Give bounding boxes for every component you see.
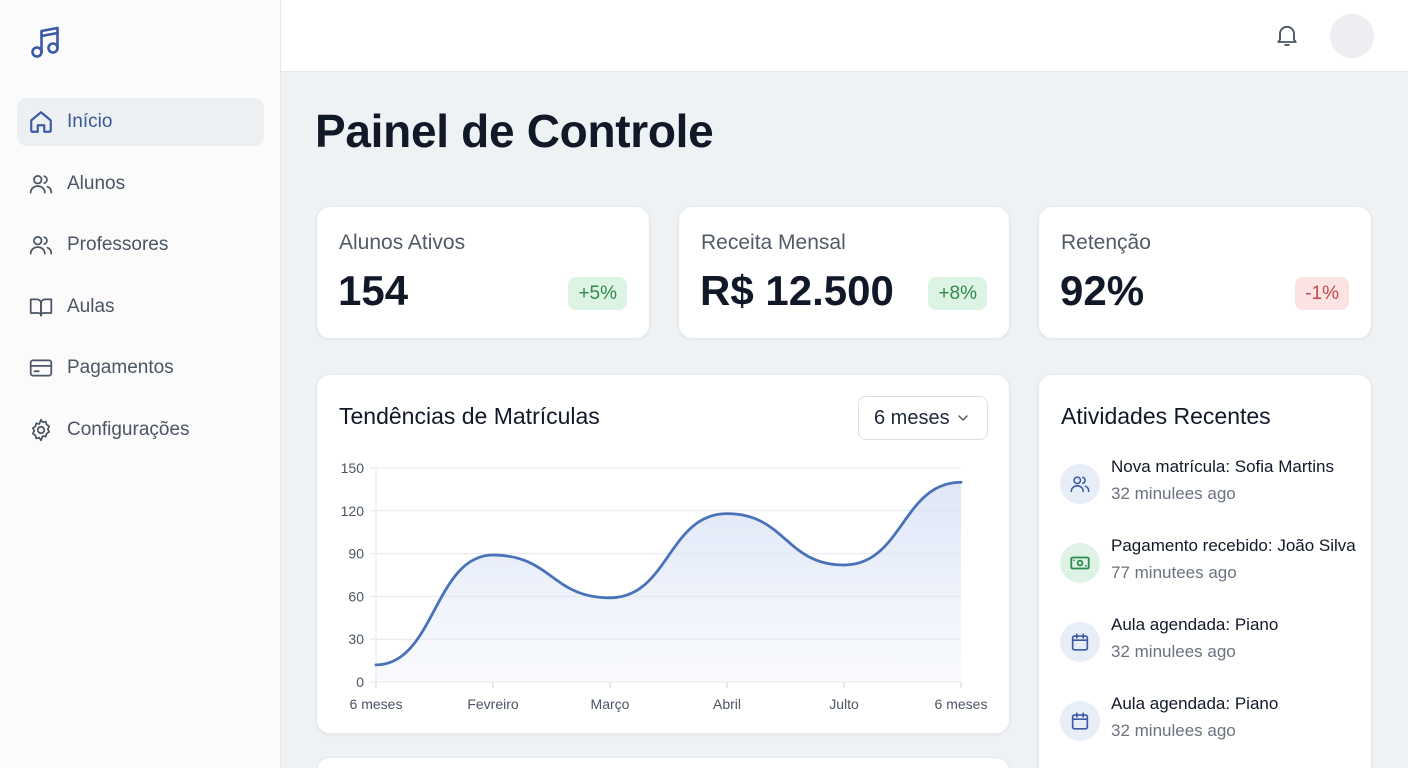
credit-card-icon (28, 355, 54, 381)
bottom-card (316, 757, 1010, 768)
activity-text: Pagamento recebido: João Silva (1111, 536, 1356, 555)
sidebar-item-inicio[interactable]: Início (17, 98, 264, 146)
svg-text:6 meses: 6 meses (935, 696, 988, 712)
svg-text:30: 30 (348, 631, 364, 647)
range-select[interactable]: 6 meses (858, 396, 988, 440)
activity-text: Nova matrícula: Sofia Martins (1111, 457, 1334, 476)
activity-item[interactable]: Nova matrícula: Sofia Martins 32 minulee… (1060, 457, 1370, 524)
stat-label: Alunos Ativos (339, 231, 466, 254)
avatar[interactable] (1330, 14, 1374, 58)
activity-title: Atividades Recentes (1061, 403, 1271, 429)
stat-card-receita-mensal: Receita Mensal R$ 12.500 +8% (678, 206, 1010, 339)
topbar (281, 0, 1408, 72)
change-badge: +5% (568, 277, 627, 310)
sidebar-item-label: Alunos (67, 172, 126, 194)
sidebar-item-label: Pagamentos (67, 357, 174, 378)
stat-label: Retenção (1061, 231, 1151, 254)
activity-text: Aula agendada: Piano (1111, 615, 1279, 634)
activity-item[interactable]: Pagamento recebido: João Silva 77 minute… (1060, 536, 1370, 603)
sidebar-item-pagamentos[interactable]: Pagamentos (17, 344, 264, 392)
sidebar-item-label: Início (67, 111, 113, 132)
activity-item[interactable]: Aula agendada: Piano 32 minulees ago (1060, 615, 1370, 682)
svg-text:6 meses: 6 meses (350, 696, 403, 712)
music-note-icon[interactable] (28, 24, 64, 60)
sidebar-item-label: Professores (67, 234, 169, 255)
recent-activity-card: Atividades Recentes Nova matrícula: Sofi… (1038, 374, 1372, 768)
activity-text: Aula agendada: Piano (1111, 694, 1279, 713)
sidebar-item-aulas[interactable]: Aulas (17, 283, 264, 331)
svg-text:Março: Março (591, 696, 630, 712)
stat-label: Receita Mensal (701, 231, 846, 254)
activity-time: 32 minulees ago (1111, 642, 1236, 661)
change-badge: -1% (1295, 277, 1349, 310)
svg-text:0: 0 (356, 674, 364, 690)
book-icon (28, 294, 54, 320)
svg-text:60: 60 (348, 588, 364, 604)
svg-text:Abril: Abril (713, 696, 741, 712)
calendar-icon (1060, 701, 1100, 741)
stat-card-alunos-ativos: Alunos Ativos 154 +5% (316, 206, 650, 339)
stat-card-retencao: Retenção 92% -1% (1038, 206, 1372, 339)
activity-time: 32 minulees ago (1111, 484, 1236, 503)
svg-text:150: 150 (341, 460, 365, 476)
chevron-down-icon (958, 415, 968, 421)
enrollment-trends-card: Tendências de Matrículas 6 meses 0 30 60 90… (316, 374, 1010, 734)
home-icon (28, 109, 54, 135)
sidebar-item-configuracoes[interactable]: Configurações (17, 406, 264, 454)
bell-icon[interactable] (1273, 21, 1301, 49)
page-title: Painel de Controle (315, 105, 714, 157)
range-select-value: 6 meses (874, 406, 950, 429)
sidebar-item-professores[interactable]: Professores (17, 221, 264, 269)
activity-item[interactable]: Aula agendada: Piano 32 minulees ago (1060, 694, 1370, 761)
sidebar-item-label: Configurações (67, 418, 190, 440)
stat-value: R$ 12.500 (700, 267, 894, 314)
sidebar: Início Alunos Professores Aulas Pagament… (0, 0, 281, 768)
calendar-icon (1060, 622, 1100, 662)
chart-title: Tendências de Matrículas (339, 403, 600, 429)
svg-text:Fevreiro: Fevreiro (467, 696, 519, 712)
users-icon (28, 171, 54, 197)
gear-icon (28, 417, 54, 443)
money-bill-icon (1060, 543, 1100, 583)
sidebar-item-label: Aulas (67, 295, 115, 317)
svg-text:90: 90 (348, 546, 364, 562)
activity-time: 77 minutees ago (1111, 563, 1237, 582)
svg-text:Julto: Julto (829, 696, 859, 712)
svg-text:120: 120 (341, 503, 365, 519)
change-badge: +8% (928, 277, 987, 310)
enrollment-line-chart: 0 30 60 90 120 150 6 meses Fevreiro Março Abril Ju… (341, 460, 988, 712)
users-icon (1060, 464, 1100, 504)
activity-time: 32 minulees ago (1111, 721, 1236, 740)
stat-value: 154 (338, 267, 409, 314)
users-icon (28, 232, 54, 258)
sidebar-nav: Início Alunos Professores Aulas Pagament… (17, 98, 264, 467)
stat-value: 92% (1060, 267, 1145, 314)
sidebar-item-alunos[interactable]: Alunos (17, 160, 264, 208)
